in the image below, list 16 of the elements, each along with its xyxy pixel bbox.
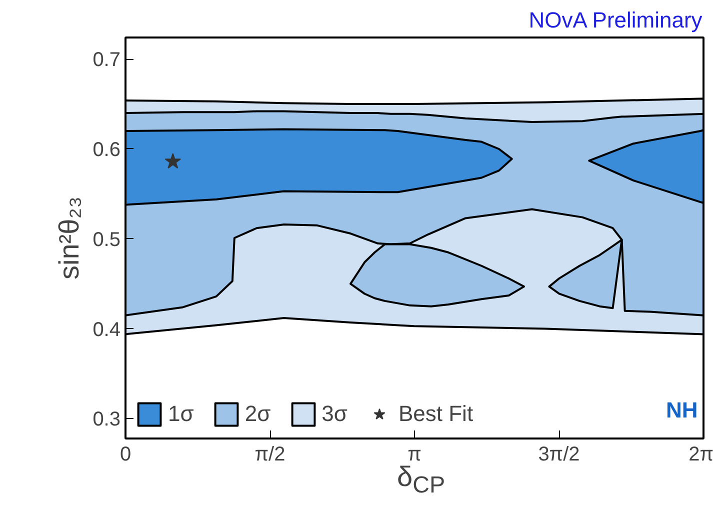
text: NOvA Preliminary [528, 8, 702, 32]
x-tick-label: 0 [120, 444, 132, 466]
y-tick-label: 0.4 [92, 318, 121, 341]
legend-label: 1σ [168, 401, 194, 427]
y-tick-label: 0.7 [92, 49, 121, 72]
y-axis-title: sin²θ₂₃ [54, 196, 85, 280]
y-tick-label: 0.6 [92, 138, 121, 161]
series-label: 2σ [244, 401, 271, 427]
annotation: NH [666, 397, 698, 422]
x-tick-label: 2π [688, 444, 713, 466]
legend-label: Best Fit [398, 401, 474, 427]
y-tick-label: 0.5 [92, 228, 121, 251]
x-tick-label: 3π/2 [538, 444, 580, 466]
x-tick-label: π/2 [254, 444, 286, 466]
y-tick-label: 0.3 [92, 408, 121, 431]
legend-label: 3σ [322, 401, 348, 427]
